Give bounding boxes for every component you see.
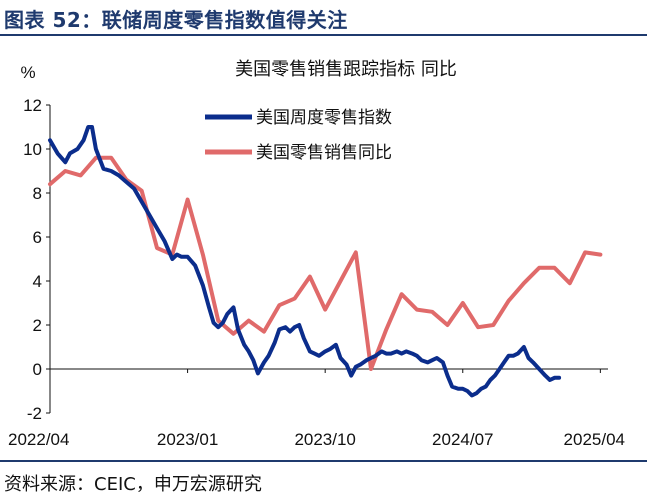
y-tick-label: 10 xyxy=(23,140,42,159)
y-tick-label: 2 xyxy=(33,316,42,335)
x-tick-label: 2025/04 xyxy=(564,430,625,449)
x-tick-label: 2022/04 xyxy=(8,430,69,449)
source-rule xyxy=(0,460,647,462)
x-axis-ticks: 2022/04 2023/01 2023/10 2024/07 2025/04 xyxy=(8,369,625,449)
legend-label-retail-sales-yoy: 美国零售销售同比 xyxy=(256,143,392,163)
line-chart: 美国零售销售跟踪指标 同比 % -2 0 2 4 6 8 10 12 2022/04 2023/… xyxy=(8,59,625,449)
series-lines xyxy=(48,125,603,398)
y-axis-ticks: -2 0 2 4 6 8 10 12 xyxy=(23,96,50,423)
y-tick-label: 0 xyxy=(33,360,42,379)
series-line-retail-sales-yoy xyxy=(48,155,603,371)
x-tick-label: 2023/01 xyxy=(157,430,218,449)
legend: 美国周度零售指数 美国零售销售同比 xyxy=(205,108,392,163)
legend-label-weekly-index: 美国周度零售指数 xyxy=(256,108,392,128)
y-tick-label: 12 xyxy=(23,96,42,115)
chart-title: 美国零售销售跟踪指标 同比 xyxy=(235,59,457,80)
x-tick-label: 2023/10 xyxy=(294,430,355,449)
x-tick-label: 2024/07 xyxy=(432,430,493,449)
source-note: 资料来源：CEIC，申万宏源研究 xyxy=(4,474,262,495)
series-line-weekly-index xyxy=(48,125,562,398)
title-rule xyxy=(0,34,647,36)
y-tick-label: 8 xyxy=(33,184,42,203)
figure-title: 图表 52：联储周度零售指数值得关注 xyxy=(4,8,348,32)
y-tick-label: -2 xyxy=(27,404,42,423)
y-tick-label: 6 xyxy=(33,228,42,247)
y-axis-unit: % xyxy=(20,63,35,82)
y-tick-label: 4 xyxy=(33,272,42,291)
